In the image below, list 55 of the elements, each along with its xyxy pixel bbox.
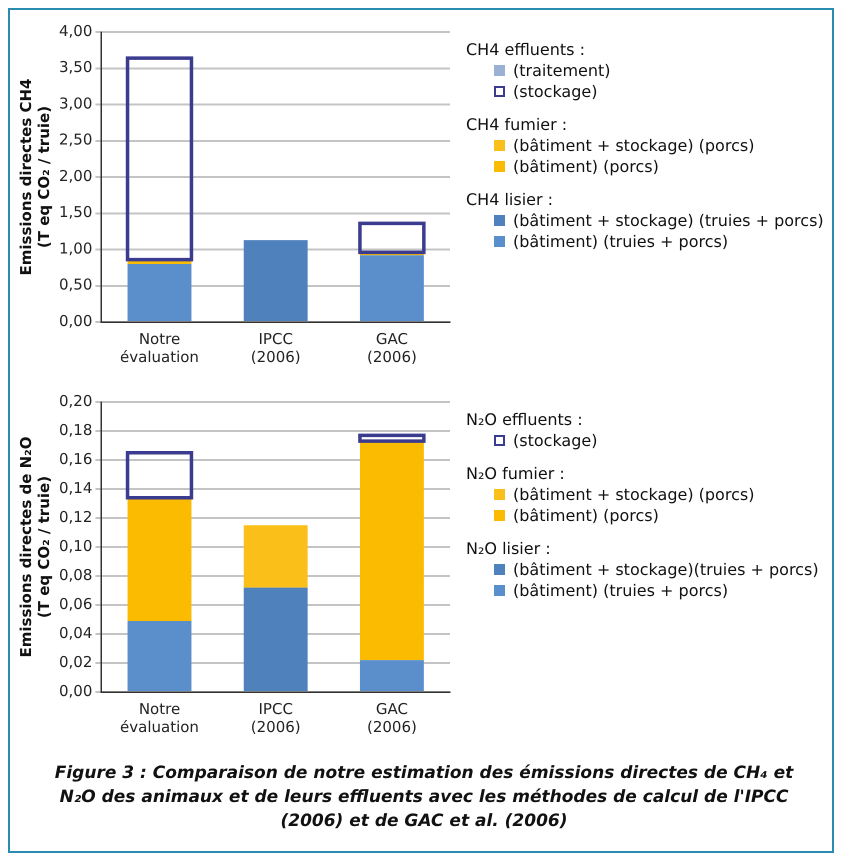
legend-label: (stockage)	[513, 82, 598, 101]
y-tick-label: 0,00	[58, 682, 92, 700]
x-tick-label: GAC (2006)	[366, 330, 417, 366]
legend-label: (bâtiment + stockage) (porcs)	[513, 485, 754, 504]
bar	[128, 620, 192, 691]
y-tick-label: 0,00	[58, 312, 92, 330]
y-tick-label: 1,00	[58, 239, 92, 258]
y-tick-label: 0,16	[58, 450, 92, 468]
legend-label: (bâtiment + stockage)(truies + porcs)	[513, 560, 819, 579]
text: CH4 fumier :	[466, 115, 568, 134]
y-axis-title: Emissions directes de N₂O (T eq CO₂ / truie)	[16, 436, 53, 658]
text: N₂O lisier :	[466, 539, 552, 558]
y-tick-label: 0,06	[58, 594, 92, 613]
legend-label: (bâtiment + stockage) (porcs)	[513, 136, 754, 155]
y-axis-title: Emissions directes CH4 (T eq CO₂ / truie)	[16, 78, 53, 276]
bar	[128, 498, 192, 621]
bar	[244, 588, 308, 691]
legend-label: (bâtiment) (porcs)	[513, 157, 659, 176]
y-tick-label: 3,50	[58, 58, 92, 76]
legend-label: (traitement)	[513, 61, 611, 80]
legend-label: (bâtiment + stockage) (truies + porcs)	[513, 211, 824, 230]
text: CH4 lisier :	[466, 190, 554, 209]
y-tick-label: 0,02	[58, 652, 92, 671]
bar	[244, 525, 308, 588]
bar	[360, 660, 424, 691]
y-tick-label: 2,50	[58, 130, 92, 149]
y-tick-label: 0,12	[58, 508, 92, 526]
legend-label: (stockage)	[513, 431, 598, 450]
y-tick-label: 2,00	[58, 166, 92, 185]
legend-label: (bâtiment) (truies + porcs)	[513, 232, 728, 251]
x-tick-label: IPCC (2006)	[250, 700, 301, 736]
x-tick-label: Notre évaluation	[120, 700, 199, 736]
legend-label: (bâtiment) (truies + porcs)	[513, 581, 728, 600]
y-tick-label: 0,50	[58, 276, 92, 294]
text: N₂O fumier :	[466, 464, 566, 483]
y-tick-label: 4,00	[58, 22, 92, 40]
bar	[360, 441, 424, 660]
y-tick-label: 0,08	[58, 566, 92, 584]
bar	[244, 240, 308, 321]
caption: Figure 3 : Comparaison de notre estimation des émissions directes de CH₄ et N₂O des animaux et de leurs effluents avec les méthodes de calcul de l'IPCC (2006) et de GAC et al. (2006)	[54, 762, 795, 833]
y-tick-label: 0,20	[58, 392, 92, 410]
y-tick-label: 0,10	[58, 536, 92, 555]
legend-label: (bâtiment) (porcs)	[513, 506, 659, 525]
y-tick-label: 1,50	[58, 203, 92, 222]
y-tick-label: 0,18	[58, 420, 92, 439]
x-tick-label: GAC (2006)	[366, 700, 417, 736]
bar	[128, 264, 192, 321]
y-tick-label: 3,00	[58, 94, 92, 112]
text: N₂O effluents :	[466, 410, 584, 429]
x-tick-label: IPCC (2006)	[250, 330, 301, 366]
y-tick-label: 0,04	[58, 624, 92, 642]
x-tick-label: Notre évaluation	[120, 330, 199, 366]
bar	[360, 255, 424, 321]
text: CH4 effluents :	[466, 40, 586, 59]
y-tick-label: 0,14	[58, 478, 92, 497]
